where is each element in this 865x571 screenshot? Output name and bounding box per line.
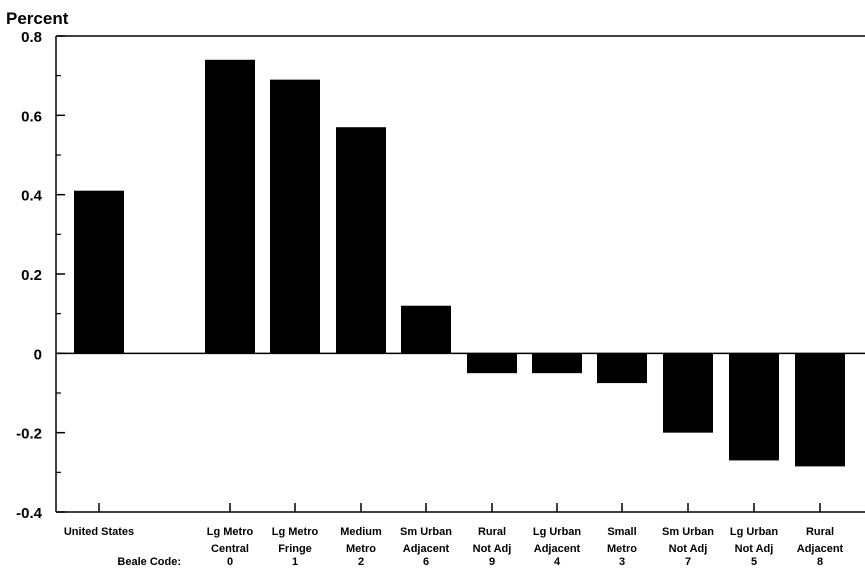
y-ticks-group: 0.8 0.6 0.4 0.2 0 -0.2 -0.4: [16, 29, 65, 522]
beale-code-value: 5: [751, 556, 757, 568]
y-tick-label: -0.2: [16, 426, 42, 443]
category-label: Not Adj: [473, 543, 512, 555]
category-label: Lg Urban: [730, 526, 779, 538]
beale-code-value: 0: [227, 556, 233, 568]
category-label: Fringe: [278, 543, 312, 555]
beale-code-value: 7: [685, 556, 691, 568]
category-label: Rural: [478, 526, 506, 538]
category-label: Metro: [607, 543, 637, 555]
beale-code-value: 2: [358, 556, 364, 568]
beale-code-value: 6: [423, 556, 429, 568]
bars-group: [74, 59, 845, 467]
category-label: Adjacent: [534, 543, 581, 555]
bar: [663, 353, 713, 433]
category-label: Medium: [340, 526, 382, 538]
category-label: Lg Urban: [533, 526, 582, 538]
beale-code-value: 1: [292, 556, 298, 568]
category-label: Not Adj: [669, 543, 708, 555]
bar: [401, 305, 451, 354]
category-label: Sm Urban: [400, 526, 452, 538]
beale-code-label: Beale Code:: [117, 556, 181, 568]
beale-code-value: 3: [619, 556, 625, 568]
bar: [795, 353, 845, 467]
y-tick-label: -0.4: [16, 505, 43, 522]
bar: [270, 79, 320, 354]
category-label: United States: [64, 526, 134, 538]
category-label: Adjacent: [797, 543, 844, 555]
y-axis-label: Percent: [6, 9, 69, 28]
y-tick-label: 0.4: [21, 188, 43, 205]
y-tick-label: 0: [34, 346, 42, 363]
bar: [74, 190, 124, 354]
bar: [467, 353, 517, 374]
y-tick-label: 0.8: [21, 29, 42, 46]
beale-code-value: 8: [817, 556, 823, 568]
category-label: Adjacent: [403, 543, 450, 555]
category-label: Lg Metro: [272, 526, 319, 538]
bar: [205, 59, 255, 354]
bar: [336, 127, 386, 354]
beale-code-value: 4: [554, 556, 561, 568]
bar: [532, 353, 582, 374]
y-tick-label: 0.2: [21, 267, 42, 284]
category-label: Metro: [346, 543, 376, 555]
bar: [597, 353, 647, 384]
category-label: Sm Urban: [662, 526, 714, 538]
category-label: Small: [607, 526, 636, 538]
category-label: Central: [211, 543, 249, 555]
y-tick-label: 0.6: [21, 108, 42, 125]
category-label: Rural: [806, 526, 834, 538]
beale-code-value: 9: [489, 556, 495, 568]
bar: [729, 353, 779, 461]
category-label: Not Adj: [735, 543, 774, 555]
category-label: Lg Metro: [207, 526, 254, 538]
